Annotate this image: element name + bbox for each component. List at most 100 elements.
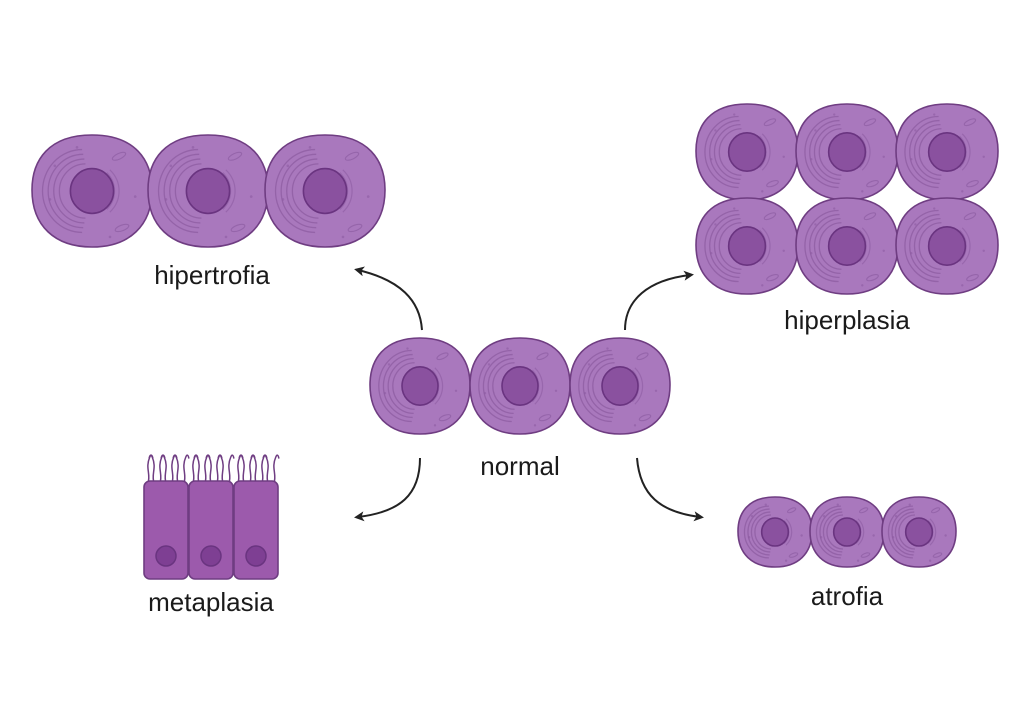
golgi-arc (434, 367, 444, 405)
vesicle (910, 158, 913, 161)
vesicle (882, 155, 885, 158)
vesicle (856, 559, 860, 562)
mitochondrion (932, 552, 943, 558)
er-arc (818, 222, 842, 270)
vesicle (891, 536, 895, 539)
er-arc (157, 148, 199, 234)
er-arc (818, 128, 842, 176)
er-arc (918, 222, 942, 270)
columnar-cell (188, 454, 235, 580)
vesicle (487, 363, 491, 366)
er-arc (809, 119, 840, 185)
mitochondrion (538, 414, 552, 422)
er-arc (718, 222, 742, 270)
cilium (192, 454, 199, 484)
cell-nucleus (727, 132, 767, 173)
er-arc (387, 357, 414, 415)
cilium (250, 454, 257, 484)
cell-nucleus (927, 132, 967, 173)
er-arc (41, 148, 83, 234)
mitochondrion (787, 507, 797, 514)
er-arc (894, 511, 915, 553)
er-arc (826, 514, 843, 550)
golgi-arc (342, 169, 353, 213)
vesicle (810, 158, 813, 161)
label-normal: normal (480, 451, 560, 481)
cell-nucleus (200, 545, 222, 567)
cell (809, 496, 885, 568)
cell (695, 197, 799, 295)
metaplasia-cell-group (143, 454, 280, 580)
cell-nucleus (501, 365, 539, 406)
vesicle (341, 235, 345, 239)
golgi-arc (961, 227, 971, 265)
er-arc (804, 209, 839, 283)
arrow-to-hipertrofia (354, 266, 423, 331)
vesicle (761, 284, 764, 287)
vesicle (784, 559, 788, 562)
hipertrofia-cell-group (31, 134, 386, 248)
vesicle (800, 534, 803, 537)
golgi-arc (761, 227, 771, 265)
cell-nucleus (601, 365, 639, 406)
vesicle (714, 129, 717, 132)
golgi-arc (225, 169, 236, 213)
vesicle (733, 113, 736, 116)
er-arc (163, 153, 200, 229)
vesicle (533, 424, 537, 427)
vesicle (366, 195, 370, 198)
vesicle (782, 155, 785, 158)
vesicle (48, 198, 52, 201)
cilium (237, 454, 244, 484)
er-arc (392, 362, 415, 410)
vesicle (281, 198, 285, 201)
vesicle (286, 164, 290, 168)
vesicle (933, 113, 936, 116)
cell (795, 103, 899, 201)
mitochondrion (230, 223, 246, 233)
mitochondrion (963, 212, 977, 221)
cell (695, 103, 799, 201)
vesicle (483, 392, 487, 395)
vesicle (191, 146, 195, 149)
er-arc (378, 349, 412, 423)
vesicle (53, 164, 57, 168)
vesicle (506, 347, 509, 350)
vesicle (433, 424, 437, 427)
er-arc (487, 357, 514, 415)
cilium (262, 454, 269, 484)
mitochondrion (766, 180, 779, 188)
er-arc (822, 511, 843, 553)
vesicle (750, 515, 754, 518)
vesicle (982, 249, 985, 252)
mitochondrion (436, 352, 449, 361)
mitochondrion (863, 212, 877, 221)
vesicle (654, 389, 658, 392)
er-arc (815, 505, 841, 559)
vesicle (75, 146, 79, 149)
er-arc (718, 128, 742, 176)
er-arc (478, 349, 512, 423)
cilium (183, 454, 190, 484)
golgi-arc (106, 172, 116, 210)
er-arc (592, 362, 615, 410)
vesicle (814, 129, 817, 132)
golgi-arc (534, 367, 544, 405)
golgi-arc (861, 227, 871, 265)
er-arc (482, 353, 513, 419)
vesicle (108, 235, 112, 239)
cell (369, 337, 471, 435)
cell (895, 103, 999, 201)
vesicle (710, 158, 713, 161)
er-arc (909, 213, 940, 279)
vesicle (633, 424, 637, 427)
cell-nucleus (927, 226, 967, 267)
cilium (217, 454, 224, 484)
vesicle (133, 195, 137, 198)
golgi-arc (961, 133, 971, 171)
mitochondrion (763, 212, 777, 221)
vesicle (928, 559, 932, 562)
label-hipertrofia: hipertrofia (154, 260, 270, 290)
er-arc (909, 119, 940, 185)
cell (569, 337, 671, 435)
